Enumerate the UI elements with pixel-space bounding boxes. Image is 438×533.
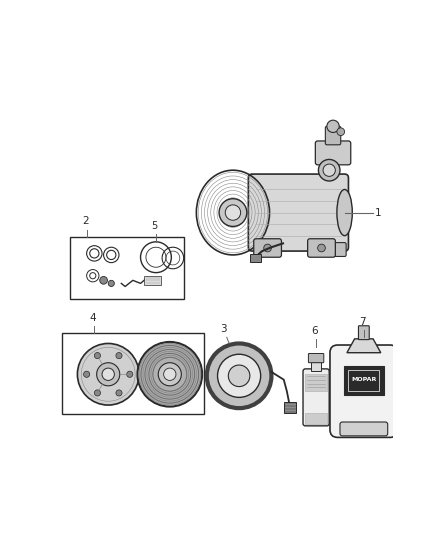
FancyBboxPatch shape bbox=[307, 239, 336, 257]
FancyBboxPatch shape bbox=[315, 141, 351, 165]
Circle shape bbox=[84, 371, 90, 377]
FancyBboxPatch shape bbox=[308, 353, 324, 363]
Circle shape bbox=[219, 199, 247, 227]
Circle shape bbox=[116, 352, 122, 359]
Circle shape bbox=[318, 159, 340, 181]
Circle shape bbox=[94, 390, 100, 396]
Circle shape bbox=[102, 368, 114, 381]
Text: 4: 4 bbox=[89, 313, 96, 322]
Bar bbox=[349, 370, 379, 391]
Bar bbox=[145, 276, 161, 285]
Circle shape bbox=[158, 363, 181, 386]
Text: 7: 7 bbox=[359, 317, 366, 327]
FancyBboxPatch shape bbox=[340, 422, 388, 436]
FancyBboxPatch shape bbox=[254, 239, 282, 257]
Circle shape bbox=[218, 354, 261, 398]
Text: 5: 5 bbox=[151, 221, 158, 231]
Bar bbox=[250, 254, 261, 262]
Text: 6: 6 bbox=[311, 326, 318, 336]
Circle shape bbox=[127, 371, 133, 377]
Circle shape bbox=[228, 365, 250, 386]
Circle shape bbox=[318, 244, 325, 252]
FancyBboxPatch shape bbox=[325, 126, 341, 145]
Bar bbox=[311, 362, 321, 371]
Circle shape bbox=[116, 390, 122, 396]
Bar bbox=[284, 402, 296, 413]
Circle shape bbox=[100, 277, 107, 284]
FancyBboxPatch shape bbox=[328, 243, 346, 256]
Circle shape bbox=[164, 368, 176, 381]
Bar bbox=[305, 413, 327, 424]
Circle shape bbox=[207, 343, 272, 408]
Bar bbox=[62, 334, 205, 414]
Circle shape bbox=[94, 352, 100, 359]
Bar bbox=[344, 366, 384, 395]
Text: 1: 1 bbox=[374, 207, 381, 217]
FancyBboxPatch shape bbox=[248, 174, 349, 251]
FancyBboxPatch shape bbox=[303, 369, 329, 426]
Polygon shape bbox=[347, 339, 381, 353]
Bar bbox=[305, 374, 327, 391]
Circle shape bbox=[97, 363, 120, 386]
Circle shape bbox=[323, 164, 336, 176]
Ellipse shape bbox=[337, 189, 352, 236]
Circle shape bbox=[337, 128, 345, 135]
Bar bbox=[70, 237, 184, 299]
Text: 2: 2 bbox=[82, 216, 88, 227]
FancyBboxPatch shape bbox=[330, 345, 398, 438]
Text: 3: 3 bbox=[220, 324, 227, 334]
FancyBboxPatch shape bbox=[358, 326, 369, 340]
Text: MOPAR: MOPAR bbox=[351, 377, 377, 382]
Circle shape bbox=[225, 205, 240, 220]
Circle shape bbox=[138, 342, 202, 407]
Circle shape bbox=[264, 244, 272, 252]
Circle shape bbox=[108, 280, 114, 287]
Circle shape bbox=[78, 343, 139, 405]
Circle shape bbox=[327, 120, 339, 133]
